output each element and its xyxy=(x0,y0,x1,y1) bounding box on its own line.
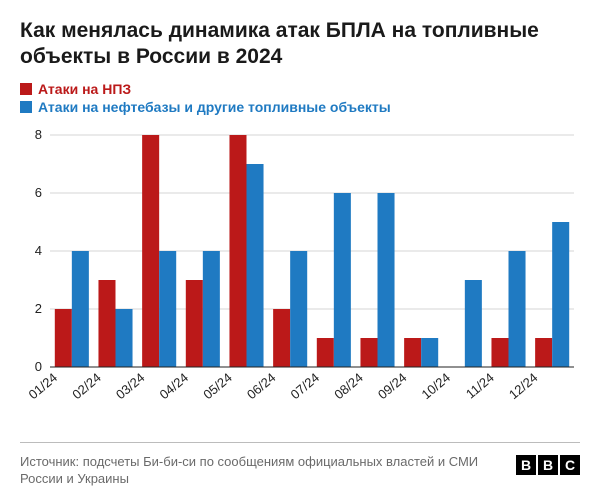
legend-label: Атаки на нефтебазы и другие топливные об… xyxy=(38,99,391,115)
bar xyxy=(360,338,377,367)
bbc-logo-box: B xyxy=(516,455,536,475)
x-tick-label: 01/24 xyxy=(26,369,61,401)
x-tick-label: 03/24 xyxy=(113,369,148,401)
bbc-logo-box: C xyxy=(560,455,580,475)
bbc-logo: BBC xyxy=(516,453,580,475)
bar xyxy=(535,338,552,367)
legend-item: Атаки на нефтебазы и другие топливные об… xyxy=(20,99,580,115)
chart-area: 0 2 4 6 8 01/2402/24 03/24 04/2405/24 06/24 07/24… xyxy=(20,127,580,442)
bar xyxy=(98,280,115,367)
source-text: Источник: подсчеты Би-би-си по сообщения… xyxy=(20,453,504,488)
x-tick-label: 02/24 xyxy=(69,369,104,401)
bar xyxy=(142,135,159,367)
bar xyxy=(203,251,220,367)
x-tick-label: 06/24 xyxy=(244,369,279,401)
y-tick-label: 6 xyxy=(35,185,42,200)
bar xyxy=(491,338,508,367)
legend: Атаки на НПЗ Атаки на нефтебазы и другие … xyxy=(20,81,580,117)
x-tick-label: 05/24 xyxy=(200,369,235,401)
y-tick-label: 4 xyxy=(35,243,42,258)
bar xyxy=(317,338,334,367)
legend-label: Атаки на НПЗ xyxy=(38,81,131,97)
legend-item: Атаки на НПЗ xyxy=(20,81,580,97)
bar xyxy=(552,222,569,367)
bar-chart: 0 2 4 6 8 01/2402/24 03/24 04/2405/24 06/24 07/24… xyxy=(20,127,580,417)
x-tick-label: 09/24 xyxy=(375,369,410,401)
bar xyxy=(229,135,246,367)
y-tick-label: 2 xyxy=(35,301,42,316)
bar xyxy=(334,193,351,367)
bar xyxy=(404,338,421,367)
bar xyxy=(72,251,89,367)
bbc-logo-box: B xyxy=(538,455,558,475)
bar xyxy=(509,251,526,367)
legend-swatch xyxy=(20,83,32,95)
footer: Источник: подсчеты Би-би-си по сообщения… xyxy=(20,442,580,502)
bar xyxy=(55,309,72,367)
bar xyxy=(116,309,133,367)
y-tick-label: 0 xyxy=(35,359,42,374)
bar xyxy=(159,251,176,367)
x-tick-label: 12/24 xyxy=(506,369,541,401)
bar xyxy=(378,193,395,367)
bar xyxy=(247,164,264,367)
bar xyxy=(290,251,307,367)
bar xyxy=(186,280,203,367)
legend-swatch xyxy=(20,101,32,113)
y-tick-label: 8 xyxy=(35,127,42,142)
x-tick-label: 10/24 xyxy=(419,369,454,401)
chart-title: Как менялась динамика атак БПЛА на топли… xyxy=(20,18,580,71)
bar xyxy=(465,280,482,367)
bar xyxy=(421,338,438,367)
bar xyxy=(273,309,290,367)
x-tick-label: 08/24 xyxy=(331,369,366,401)
x-tick-label: 04/24 xyxy=(157,369,192,401)
x-tick-label: 07/24 xyxy=(288,369,323,401)
x-tick-label: 11/24 xyxy=(463,369,497,401)
chart-card: Как менялась динамика атак БПЛА на топли… xyxy=(0,0,600,502)
